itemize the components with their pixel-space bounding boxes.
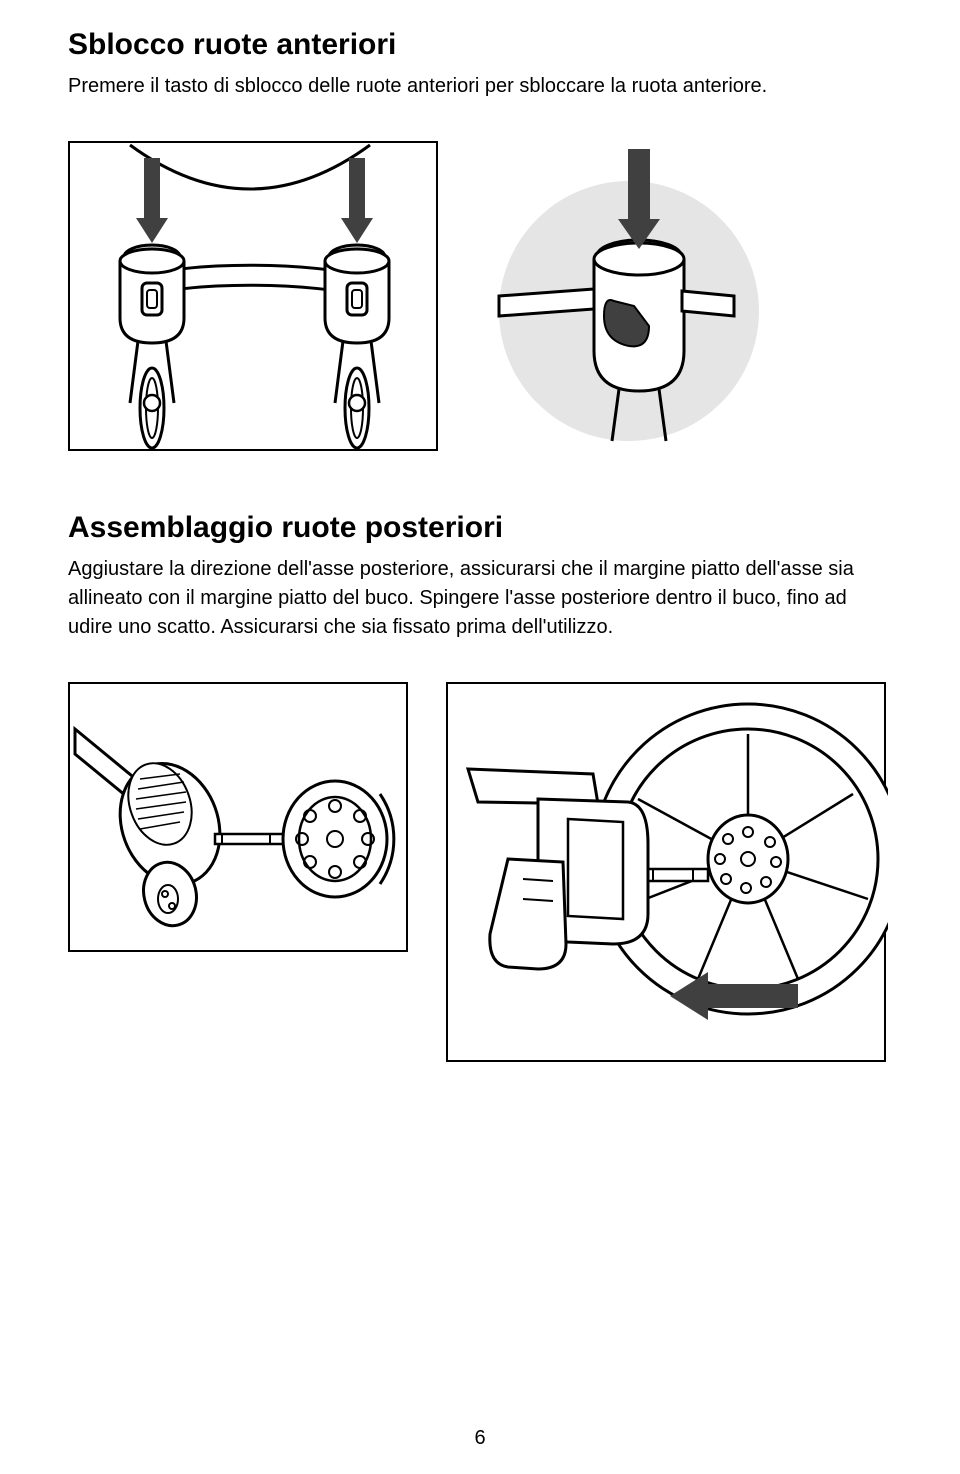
figure-front-closeup [474,141,784,451]
rear-axle2-svg [448,684,888,1064]
section2-title: Assemblaggio ruote posteriori [68,511,892,545]
front-wheels-svg [70,143,440,453]
rear-axle1-svg [70,684,410,954]
figure-front-wheels [68,141,438,451]
page-number: 6 [0,1427,960,1450]
figure-rear-axle-2 [446,682,886,1062]
figure-rear-axle-1 [68,682,408,952]
section1-title: Sblocco ruote anteriori [68,28,892,62]
section2-text: Aggiustare la direzione dell'asse poster… [68,555,892,642]
figure-row-1 [68,141,892,451]
figure-row-2 [68,682,892,1062]
front-closeup-svg [474,141,784,451]
section1-text: Premere il tasto di sblocco delle ruote … [68,72,892,101]
